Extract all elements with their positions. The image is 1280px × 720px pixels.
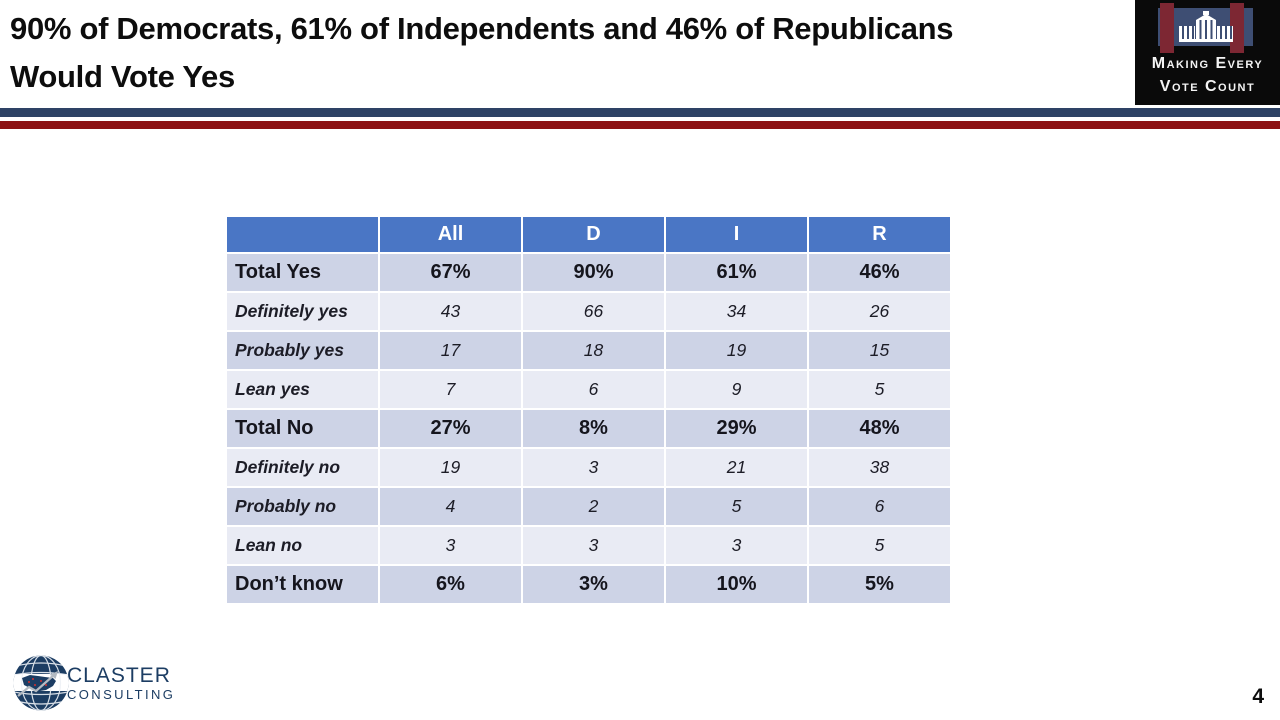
value-cell: 34 bbox=[664, 291, 809, 332]
white-house-icon bbox=[1179, 11, 1233, 42]
value-cell: 17 bbox=[378, 330, 523, 371]
column-header: I bbox=[664, 215, 809, 254]
value-cell: 3 bbox=[521, 447, 666, 488]
value-cell: 5% bbox=[807, 564, 952, 605]
mevc-red-bar-right bbox=[1230, 3, 1244, 53]
table-row: Probably yes 17 18 19 15 bbox=[225, 330, 952, 371]
slide-title: 90% of Democrats, 61% of Independents an… bbox=[10, 5, 1120, 101]
value-cell: 90% bbox=[521, 252, 666, 293]
claster-logo-name: CLASTER bbox=[67, 663, 171, 687]
value-cell: 4 bbox=[378, 486, 523, 527]
corner-header-cell bbox=[225, 215, 380, 254]
table-row: Total No 27% 8% 29% 48% bbox=[225, 408, 952, 449]
mevc-logo-text-line1: Making Every bbox=[1151, 55, 1264, 72]
value-cell: 8% bbox=[521, 408, 666, 449]
value-cell: 48% bbox=[807, 408, 952, 449]
value-cell: 9 bbox=[664, 369, 809, 410]
table-row: Total Yes 67% 90% 61% 46% bbox=[225, 252, 952, 293]
column-header: R bbox=[807, 215, 952, 254]
row-label-cell: Definitely yes bbox=[225, 291, 380, 332]
value-cell: 6 bbox=[807, 486, 952, 527]
value-cell: 15 bbox=[807, 330, 952, 371]
value-cell: 27% bbox=[378, 408, 523, 449]
mevc-logo-text-line2: Vote Count bbox=[1159, 78, 1256, 95]
value-cell: 19 bbox=[378, 447, 523, 488]
table-row: Don’t know 6% 3% 10% 5% bbox=[225, 564, 952, 605]
column-header: D bbox=[521, 215, 666, 254]
value-cell: 5 bbox=[664, 486, 809, 527]
row-label-cell: Total No bbox=[225, 408, 380, 449]
value-cell: 3% bbox=[521, 564, 666, 605]
table-row: Probably no 4 2 5 6 bbox=[225, 486, 952, 527]
value-cell: 10% bbox=[664, 564, 809, 605]
header-row: All D I R bbox=[225, 215, 952, 254]
row-label-cell: Probably no bbox=[225, 486, 380, 527]
value-cell: 2 bbox=[521, 486, 666, 527]
value-cell: 26 bbox=[807, 291, 952, 332]
value-cell: 29% bbox=[664, 408, 809, 449]
value-cell: 61% bbox=[664, 252, 809, 293]
row-label-cell: Lean no bbox=[225, 525, 380, 566]
page-number: 4 bbox=[1252, 685, 1264, 708]
globe-icon bbox=[13, 655, 69, 711]
row-label-cell: Definitely no bbox=[225, 447, 380, 488]
value-cell: 5 bbox=[807, 525, 952, 566]
mevc-red-bar-left bbox=[1160, 3, 1174, 53]
value-cell: 66 bbox=[521, 291, 666, 332]
table-row: Lean yes 7 6 9 5 bbox=[225, 369, 952, 410]
claster-logo-text: CLASTER CONSULTING bbox=[67, 663, 176, 702]
value-cell: 46% bbox=[807, 252, 952, 293]
value-cell: 5 bbox=[807, 369, 952, 410]
row-label-cell: Probably yes bbox=[225, 330, 380, 371]
value-cell: 6 bbox=[521, 369, 666, 410]
divider-bar-blue bbox=[0, 108, 1280, 117]
claster-logo: CLASTER CONSULTING bbox=[12, 654, 175, 712]
value-cell: 38 bbox=[807, 447, 952, 488]
claster-logo-subtitle: CONSULTING bbox=[67, 686, 176, 702]
value-cell: 21 bbox=[664, 447, 809, 488]
table-row: Definitely yes 43 66 34 26 bbox=[225, 291, 952, 332]
table-row: Lean no 3 3 3 5 bbox=[225, 525, 952, 566]
poll-table: All D I R Total Yes 67% 90% 61% 46% Definitely ye… bbox=[225, 215, 952, 605]
table-row: Definitely no 19 3 21 38 bbox=[225, 447, 952, 488]
divider-bar-red bbox=[0, 121, 1280, 129]
value-cell: 3 bbox=[378, 525, 523, 566]
column-header: All bbox=[378, 215, 523, 254]
mevc-logo: Making Every Vote Count bbox=[1135, 0, 1280, 105]
slide-title-line2: Would Vote Yes bbox=[10, 59, 235, 94]
row-label-cell: Don’t know bbox=[225, 564, 380, 605]
value-cell: 3 bbox=[664, 525, 809, 566]
slide-title-line1: 90% of Democrats, 61% of Independents an… bbox=[10, 11, 954, 46]
value-cell: 43 bbox=[378, 291, 523, 332]
value-cell: 6% bbox=[378, 564, 523, 605]
value-cell: 19 bbox=[664, 330, 809, 371]
row-label-cell: Lean yes bbox=[225, 369, 380, 410]
value-cell: 3 bbox=[521, 525, 666, 566]
value-cell: 18 bbox=[521, 330, 666, 371]
value-cell: 67% bbox=[378, 252, 523, 293]
value-cell: 7 bbox=[378, 369, 523, 410]
row-label-cell: Total Yes bbox=[225, 252, 380, 293]
